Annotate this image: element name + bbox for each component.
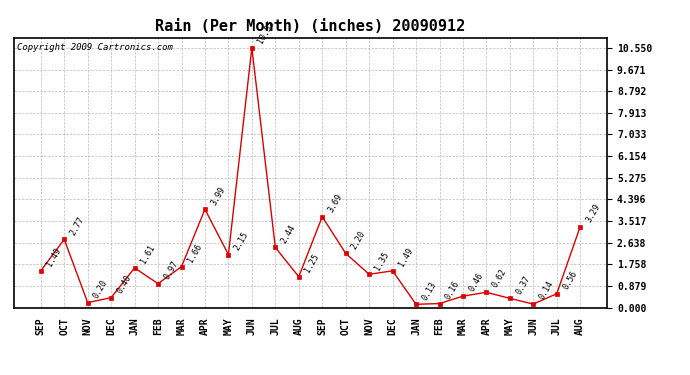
Text: 0.62: 0.62: [491, 268, 509, 290]
Text: 2.77: 2.77: [68, 215, 86, 237]
Text: 0.46: 0.46: [467, 272, 485, 293]
Text: 0.97: 0.97: [162, 259, 180, 281]
Text: 10.55: 10.55: [256, 19, 276, 45]
Text: 2.15: 2.15: [233, 230, 250, 252]
Text: 2.44: 2.44: [279, 223, 297, 245]
Text: Copyright 2009 Cartronics.com: Copyright 2009 Cartronics.com: [17, 43, 172, 52]
Text: 2.20: 2.20: [350, 229, 368, 251]
Title: Rain (Per Month) (inches) 20090912: Rain (Per Month) (inches) 20090912: [155, 18, 466, 33]
Text: 1.61: 1.61: [139, 243, 157, 265]
Text: 1.25: 1.25: [303, 252, 321, 274]
Text: 0.20: 0.20: [92, 278, 110, 300]
Text: 0.13: 0.13: [420, 280, 438, 302]
Text: 0.14: 0.14: [538, 279, 555, 301]
Text: 0.56: 0.56: [561, 269, 579, 291]
Text: 3.99: 3.99: [209, 185, 227, 207]
Text: 0.16: 0.16: [444, 279, 462, 301]
Text: 1.49: 1.49: [397, 246, 415, 268]
Text: 1.35: 1.35: [373, 250, 391, 272]
Text: 0.40: 0.40: [115, 273, 133, 295]
Text: 1.49: 1.49: [45, 246, 63, 268]
Text: 0.37: 0.37: [514, 274, 532, 296]
Text: 1.66: 1.66: [186, 242, 204, 264]
Text: 3.69: 3.69: [326, 192, 344, 214]
Text: 3.29: 3.29: [584, 202, 602, 224]
